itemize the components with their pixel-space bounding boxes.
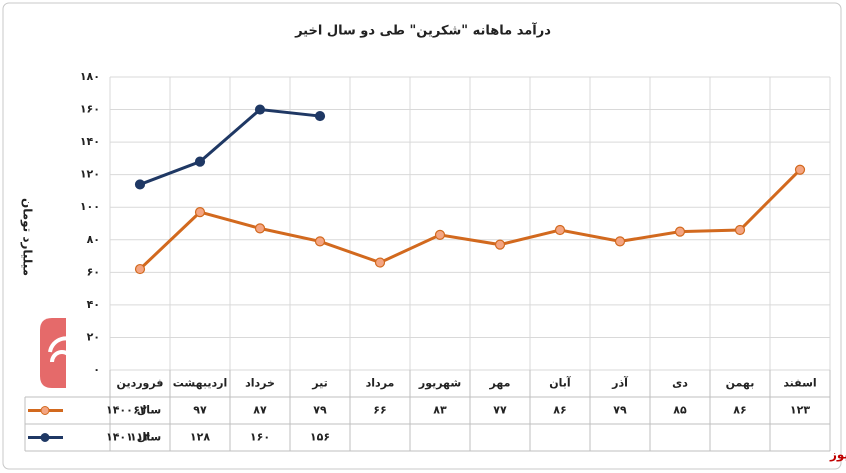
y-tick-label: ۲۰ — [87, 330, 100, 343]
data-point — [194, 207, 206, 218]
data-point — [254, 223, 266, 234]
data-point — [374, 257, 386, 268]
x-tick-label: آبان — [549, 376, 571, 390]
legend-marker — [40, 433, 50, 442]
x-tick-label: بهمن — [726, 377, 755, 390]
x-tick-label: اردیبهشت — [173, 377, 227, 390]
y-tick-label: ۱۰۰ — [80, 200, 100, 213]
chart-title: درآمد ماهانه "شکرین" طی دو سال اخیر — [294, 22, 551, 39]
logo — [40, 318, 80, 388]
data-label: ۸۵ — [673, 404, 687, 417]
data-label: ۱۵۶ — [310, 431, 330, 444]
data-label: ۷۹ — [313, 404, 327, 417]
y-tick-label: ۸۰ — [87, 233, 100, 246]
data-point — [254, 104, 266, 115]
y-tick-label: ۱۶۰ — [80, 103, 100, 116]
data-label: ۶۶ — [373, 404, 386, 417]
y-tick-label: ۱۲۰ — [80, 168, 100, 181]
data-point — [314, 110, 326, 122]
data-point — [794, 164, 806, 175]
y-tick-label: ۱۴۰ — [80, 135, 100, 148]
series-line — [138, 168, 802, 271]
legend-label: سال ۱۴۰۱ — [106, 431, 161, 444]
data-label: ۶۲ — [133, 404, 147, 417]
x-tick-label: تیر — [311, 377, 327, 390]
x-tick-label: مهر — [489, 377, 511, 390]
data-label: ۱۱۴ — [130, 431, 150, 444]
x-tick-label: آذر — [611, 376, 628, 390]
data-point — [494, 239, 506, 250]
data-point — [314, 236, 326, 247]
data-point — [134, 263, 146, 275]
series-line — [139, 107, 321, 186]
data-point — [434, 229, 446, 240]
x-tick-label: دی — [672, 377, 688, 390]
data-label: ۹۷ — [193, 404, 207, 417]
x-tick-label: اسفند — [783, 377, 816, 390]
data-label: ۱۲۸ — [190, 431, 210, 444]
y-tick-label: ۴۰ — [87, 298, 100, 311]
x-tick-label: مرداد — [366, 377, 395, 390]
x-tick-label: شهریور — [418, 377, 461, 390]
data-label: ۱۶۰ — [250, 431, 270, 444]
data-label: ۸۷ — [253, 404, 267, 417]
data-label: ۸۶ — [733, 404, 746, 417]
watermark: بورس نیوز — [829, 448, 846, 463]
data-label: ۸۶ — [553, 404, 566, 417]
x-tick-label: خرداد — [245, 377, 275, 390]
y-tick-label: ۱۸۰ — [80, 70, 100, 83]
data-point — [734, 224, 746, 236]
data-point — [194, 156, 206, 167]
legend-marker — [40, 406, 50, 415]
data-point — [614, 236, 626, 247]
x-tick-label: فروردین — [117, 377, 164, 390]
legend-label: سال ۱۴۰۰ — [106, 404, 161, 417]
data-point — [134, 179, 146, 190]
y-tick-label: ۶۰ — [87, 265, 100, 278]
data-label: ۷۷ — [493, 404, 507, 417]
data-label: ۷۹ — [613, 404, 627, 417]
data-label: ۸۳ — [433, 404, 447, 417]
data-label: ۱۲۳ — [790, 404, 810, 417]
y-axis-label: میلیارد تومان — [20, 198, 35, 276]
data-point — [674, 226, 686, 237]
data-point — [554, 224, 566, 236]
y-tick-label: ۰ — [93, 363, 100, 376]
